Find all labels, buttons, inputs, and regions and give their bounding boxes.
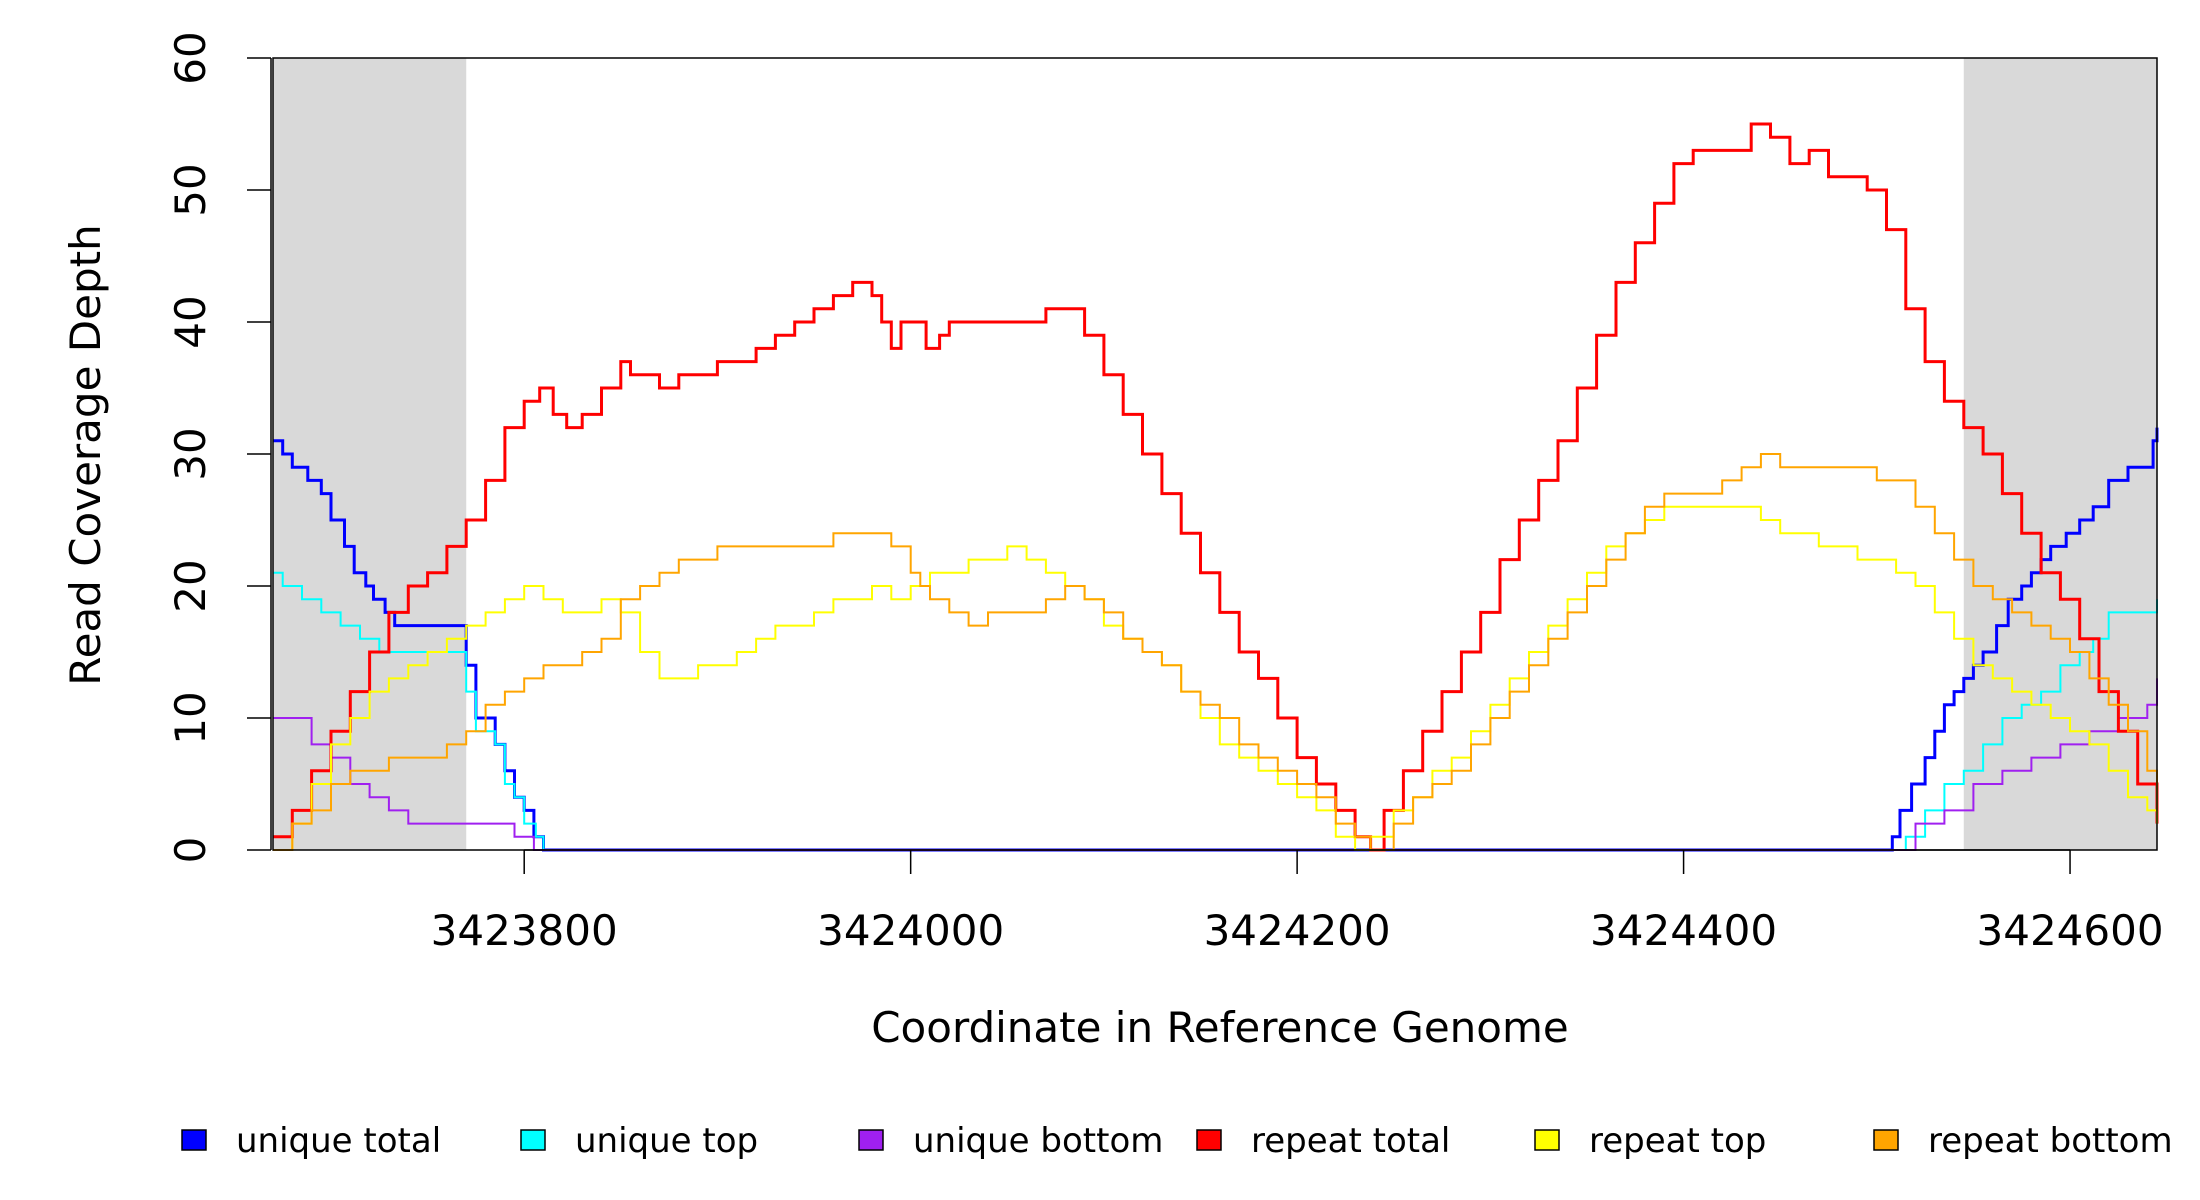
- legend-label: repeat total: [1251, 1121, 1450, 1161]
- y-tick-label: 40: [166, 295, 215, 348]
- legend-swatch: [1873, 1129, 1899, 1151]
- legend-item-repeat-top: repeat top: [1534, 1121, 1766, 1161]
- legend-item-repeat-bottom: repeat bottom: [1873, 1121, 2173, 1161]
- x-tick-label: 3424000: [817, 906, 1004, 955]
- x-tick-label: 3424600: [1977, 906, 2164, 955]
- y-tick-label: 60: [166, 31, 215, 84]
- plot-frame: [272, 57, 2158, 851]
- legend-label: repeat top: [1589, 1121, 1766, 1161]
- legend-item-unique-top: unique top: [520, 1121, 758, 1161]
- legend-item-unique-total: unique total: [181, 1121, 441, 1161]
- legend-swatch: [181, 1129, 207, 1151]
- legend-item-unique-bottom: unique bottom: [858, 1121, 1163, 1161]
- y-tick-label: 30: [166, 427, 215, 480]
- legend-swatch: [1196, 1129, 1222, 1151]
- series-line-repeat-top: [273, 505, 2158, 851]
- series-line-repeat-total: [273, 122, 2159, 852]
- legend-label: unique top: [575, 1121, 758, 1161]
- series-line-repeat-bottom: [273, 453, 2158, 851]
- series-line-unique-top: [273, 571, 2158, 851]
- legend-swatch: [1534, 1129, 1560, 1151]
- x-tick-label: 3424400: [1590, 906, 1777, 955]
- y-tick-label: 50: [166, 163, 215, 216]
- legend: unique total unique top unique bottom repea…: [181, 1121, 2173, 1161]
- x-tick-label: 3424200: [1204, 906, 1391, 955]
- y-tick-label: 0: [166, 837, 215, 864]
- x-axis: 3423800 3424000 3424200 3424400 3424600: [431, 849, 2164, 955]
- shaded-regions: [273, 58, 2157, 850]
- series-line-unique-total: [273, 427, 2159, 852]
- y-tick-label: 10: [166, 691, 215, 744]
- legend-label: repeat bottom: [1928, 1121, 2173, 1161]
- legend-swatch: [858, 1129, 884, 1151]
- legend-label: unique total: [236, 1121, 441, 1161]
- x-axis-label: Coordinate in Reference Genome: [871, 1003, 1569, 1052]
- y-axis-label: Read Coverage Depth: [61, 224, 110, 685]
- y-axis: 0 10 20 30 40 50 60: [166, 31, 272, 864]
- legend-label: unique bottom: [913, 1121, 1163, 1161]
- x-tick-label: 3423800: [431, 906, 618, 955]
- y-tick-label: 20: [166, 559, 215, 612]
- legend-item-repeat-total: repeat total: [1196, 1121, 1450, 1161]
- legend-swatch: [520, 1129, 546, 1151]
- shaded-region-1: [273, 58, 467, 850]
- series-lines: [273, 122, 2159, 852]
